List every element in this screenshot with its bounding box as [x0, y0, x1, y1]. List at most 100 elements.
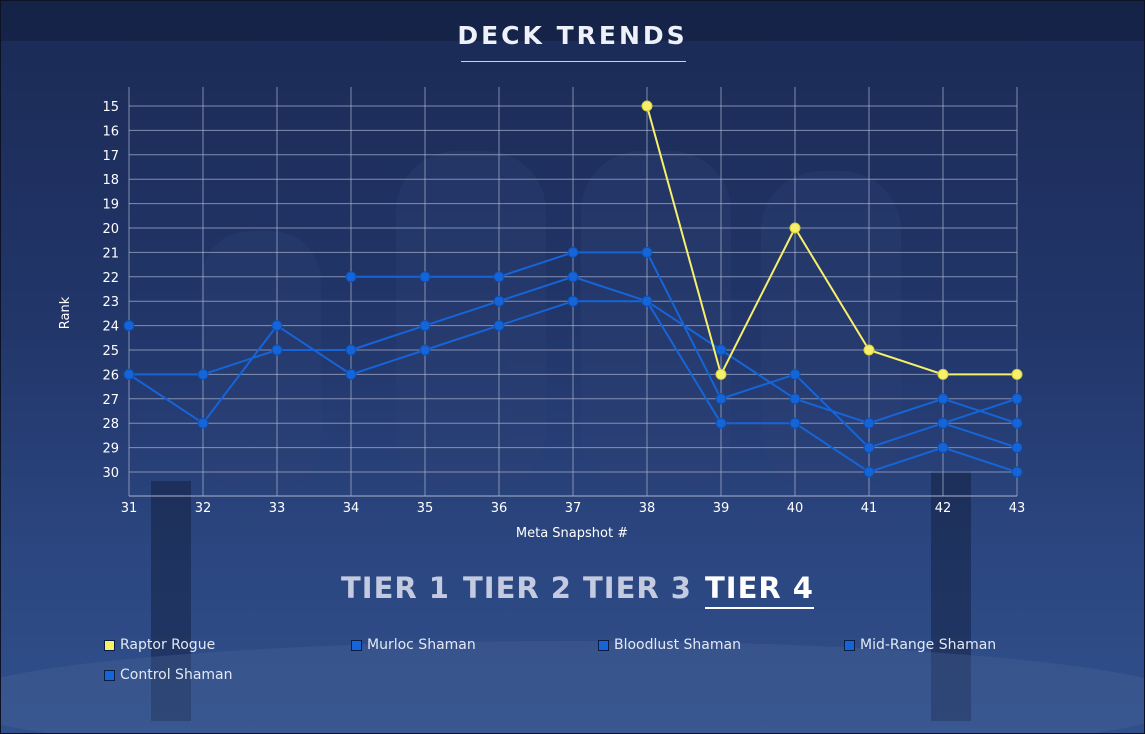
data-point-bloodlust-shaman — [863, 417, 875, 429]
y-tick-label: 15 — [102, 100, 119, 115]
legend-label: Mid-Range Shaman — [860, 637, 997, 653]
data-point-bloodlust-shaman — [345, 344, 357, 356]
data-point-raptor-rogue — [863, 344, 875, 356]
y-tick-label: 16 — [102, 124, 119, 139]
x-tick-label: 34 — [343, 501, 360, 516]
tab-tier-1[interactable]: TIER 1 — [341, 571, 450, 605]
x-tick-label: 41 — [861, 501, 878, 516]
series-mid-range-shaman — [123, 295, 1023, 478]
data-point-mid-range-shaman — [419, 344, 431, 356]
data-point-murloc-shaman — [1011, 393, 1023, 405]
data-point-mid-range-shaman — [197, 417, 209, 429]
x-axis-ticks: 31 32 33 34 35 36 37 38 39 40 41 42 43 — [121, 501, 1026, 516]
data-point-raptor-rogue — [937, 368, 949, 380]
x-tick-label: 36 — [491, 501, 508, 516]
data-point-raptor-rogue — [641, 100, 653, 112]
legend-label: Murloc Shaman — [367, 637, 476, 653]
chart-legend: Raptor Rogue Murloc Shaman Bloodlust Sha… — [1, 637, 1144, 697]
data-point-bloodlust-shaman — [567, 271, 579, 283]
data-point-murloc-shaman — [715, 393, 727, 405]
y-tick-label: 23 — [102, 295, 119, 310]
data-point-murloc-shaman — [641, 246, 653, 258]
legend-item-murloc-shaman[interactable]: Murloc Shaman — [351, 637, 476, 653]
legend-swatch — [104, 639, 115, 651]
x-tick-label: 32 — [195, 501, 212, 516]
y-tick-label: 18 — [102, 173, 119, 188]
legend-item-mid-range-shaman[interactable]: Mid-Range Shaman — [844, 637, 996, 653]
series — [123, 100, 1023, 478]
data-point-bloodlust-shaman — [271, 344, 283, 356]
data-point-control-shaman — [1011, 442, 1023, 454]
legend-swatch — [351, 639, 362, 651]
series-line-raptor-rogue — [646, 105, 1017, 376]
tab-tier-2[interactable]: TIER 2 — [463, 571, 572, 605]
y-tick-label: 29 — [102, 442, 119, 457]
x-tick-label: 33 — [269, 501, 286, 516]
data-point-bloodlust-shaman — [419, 320, 431, 332]
x-axis-label: Meta Snapshot # — [516, 526, 628, 541]
data-point-raptor-rogue — [1011, 368, 1023, 380]
x-tick-label: 35 — [417, 501, 434, 516]
legend-item-raptor-rogue[interactable]: Raptor Rogue — [104, 637, 215, 653]
data-point-bloodlust-shaman — [789, 393, 801, 405]
tab-tier-4[interactable]: TIER 4 — [705, 571, 814, 609]
x-tick-label: 43 — [1009, 501, 1026, 516]
data-point-raptor-rogue — [715, 368, 727, 380]
data-point-bloodlust-shaman — [715, 344, 727, 356]
y-tick-label: 19 — [102, 198, 119, 213]
data-point-mid-range-shaman — [271, 320, 283, 332]
legend-label: Control Shaman — [120, 667, 233, 683]
grid — [128, 87, 1018, 497]
data-point-mid-range-shaman — [493, 320, 505, 332]
x-tick-label: 39 — [713, 501, 730, 516]
data-point-mid-range-shaman — [715, 417, 727, 429]
data-point-murloc-shaman — [863, 442, 875, 454]
data-point-control-shaman — [123, 320, 135, 332]
data-point-mid-range-shaman — [123, 368, 135, 380]
tab-tier-3[interactable]: TIER 3 — [583, 571, 692, 605]
data-point-mid-range-shaman — [937, 442, 949, 454]
y-tick-label: 30 — [102, 466, 119, 481]
data-point-bloodlust-shaman — [937, 393, 949, 405]
data-point-murloc-shaman — [567, 246, 579, 258]
legend-swatch — [598, 639, 609, 651]
legend-item-bloodlust-shaman[interactable]: Bloodlust Shaman — [598, 637, 741, 653]
series-line-control-shaman — [942, 422, 1018, 449]
y-tick-label: 24 — [102, 320, 119, 335]
data-point-mid-range-shaman — [863, 466, 875, 478]
y-tick-label: 17 — [102, 149, 119, 164]
y-tick-label: 20 — [102, 222, 119, 237]
data-point-mid-range-shaman — [641, 295, 653, 307]
chart-title: DECK TRENDS — [457, 21, 688, 50]
data-point-mid-range-shaman — [789, 417, 801, 429]
data-point-control-shaman — [937, 417, 949, 429]
y-tick-label: 21 — [102, 246, 119, 261]
x-tick-label: 42 — [935, 501, 952, 516]
y-tick-label: 22 — [102, 271, 119, 286]
data-point-murloc-shaman — [789, 368, 801, 380]
data-point-mid-range-shaman — [1011, 466, 1023, 478]
legend-swatch — [844, 639, 855, 651]
legend-item-control-shaman[interactable]: Control Shaman — [104, 667, 233, 683]
x-tick-label: 31 — [121, 501, 138, 516]
y-tick-label: 27 — [102, 393, 119, 408]
data-point-bloodlust-shaman — [493, 295, 505, 307]
data-point-bloodlust-shaman — [197, 368, 209, 380]
data-point-mid-range-shaman — [345, 368, 357, 380]
y-axis-label: Rank — [58, 296, 73, 329]
x-tick-label: 37 — [565, 501, 582, 516]
series-control-shaman — [123, 320, 1023, 454]
title-underline — [461, 61, 686, 62]
x-tick-label: 40 — [787, 501, 804, 516]
y-tick-label: 28 — [102, 417, 119, 432]
legend-label: Raptor Rogue — [120, 637, 216, 653]
data-point-murloc-shaman — [419, 271, 431, 283]
legend-swatch — [104, 669, 115, 681]
data-point-murloc-shaman — [345, 271, 357, 283]
x-tick-label: 38 — [639, 501, 656, 516]
data-point-raptor-rogue — [789, 222, 801, 234]
y-tick-label: 25 — [102, 344, 119, 359]
